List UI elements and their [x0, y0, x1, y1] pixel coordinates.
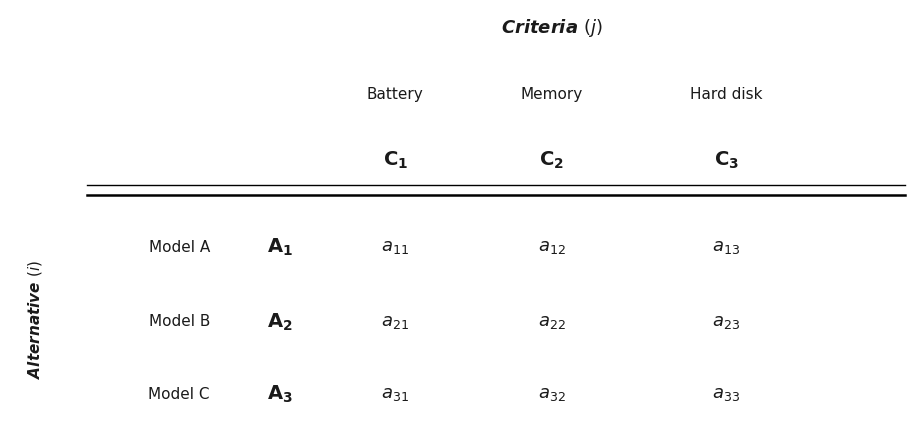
Text: Model B: Model B — [149, 314, 210, 329]
Text: $\bfit{Alternative}$$\ (i)$: $\bfit{Alternative}$$\ (i)$ — [26, 260, 44, 379]
Text: Model C: Model C — [149, 387, 210, 402]
Text: $\bfit{Criteria}$$\ (j)$: $\bfit{Criteria}$$\ (j)$ — [501, 18, 602, 39]
Text: $\mathbf{A_{2}}$: $\mathbf{A_{2}}$ — [267, 311, 293, 332]
Text: $a_{22}$: $a_{22}$ — [538, 313, 565, 331]
Text: $a_{31}$: $a_{31}$ — [381, 385, 409, 403]
Text: Hard disk: Hard disk — [690, 87, 762, 102]
Text: Model A: Model A — [149, 240, 210, 255]
Text: $a_{12}$: $a_{12}$ — [538, 238, 565, 257]
Text: $a_{11}$: $a_{11}$ — [381, 238, 409, 257]
Text: $a_{21}$: $a_{21}$ — [381, 313, 409, 331]
Text: $\mathbf{C_{2}}$: $\mathbf{C_{2}}$ — [539, 149, 564, 170]
Text: $a_{23}$: $a_{23}$ — [712, 313, 740, 331]
Text: $a_{13}$: $a_{13}$ — [712, 238, 740, 257]
Text: $a_{33}$: $a_{33}$ — [712, 385, 740, 403]
Text: $\mathbf{A_{1}}$: $\mathbf{A_{1}}$ — [267, 237, 293, 258]
Text: Battery: Battery — [367, 87, 424, 102]
Text: $a_{32}$: $a_{32}$ — [538, 385, 565, 403]
Text: $\mathbf{A_{3}}$: $\mathbf{A_{3}}$ — [267, 384, 293, 405]
Text: $\mathbf{C_{3}}$: $\mathbf{C_{3}}$ — [713, 149, 739, 170]
Text: Memory: Memory — [520, 87, 583, 102]
Text: $\mathbf{C_{1}}$: $\mathbf{C_{1}}$ — [382, 149, 408, 170]
